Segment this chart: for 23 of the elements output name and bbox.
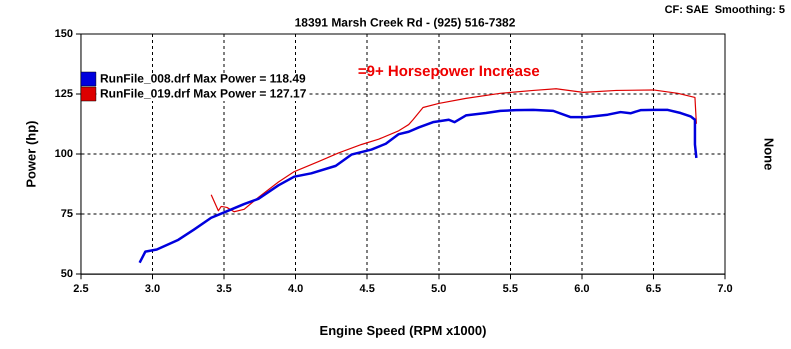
legend-label: RunFile_019.drf Max Power = 127.17	[100, 86, 307, 100]
x-tick-label: 5.0	[431, 282, 446, 295]
text: CF: SAE Smoothing: 5	[664, 4, 785, 16]
x-tick-label: 5.5	[502, 282, 518, 295]
x-tick-label: 6.0	[574, 282, 590, 295]
x-tick-label: 3.5	[216, 282, 232, 295]
y2-axis-title: None	[761, 138, 776, 170]
x-tick-label: 4.5	[360, 282, 375, 295]
y-tick-label: 125	[54, 88, 73, 100]
x-tick-label: 4.0	[288, 282, 304, 295]
legend-label: RunFile_008.drf Max Power = 118.49	[100, 71, 306, 86]
chart-subtitle: 18391 Marsh Creek Rd - (925) 516-7382	[294, 15, 516, 30]
x-tick-label: 2.5	[73, 282, 89, 295]
x-tick-label: 3.0	[144, 282, 160, 295]
x-tick-label: 7.0	[717, 282, 733, 295]
annotation: =9+ Horsepower Increase	[358, 63, 540, 80]
y-tick-label: 150	[54, 28, 73, 40]
y-tick-label: 100	[54, 148, 73, 160]
x-tick-label: 6.5	[646, 282, 662, 295]
y-axis-title: Power (hp)	[23, 120, 38, 188]
y-tick-label: 75	[60, 208, 73, 220]
x-axis-title: Engine Speed (RPM x1000)	[320, 322, 486, 338]
y-tick-label: 50	[60, 268, 73, 280]
